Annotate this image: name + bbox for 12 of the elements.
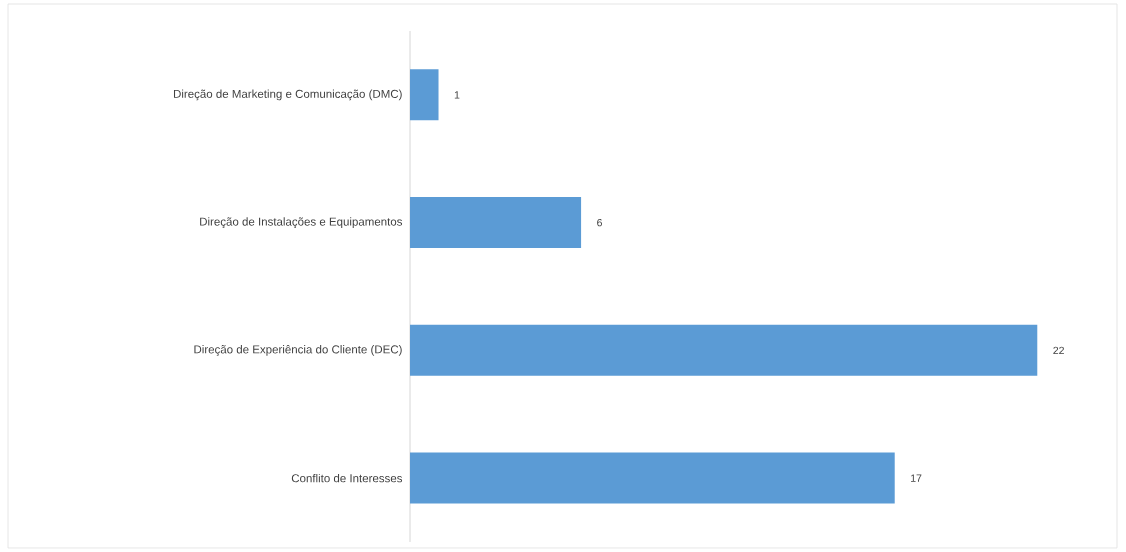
bar — [410, 197, 582, 249]
y-tick-label: Direção de Experiência do Cliente (DEC) — [194, 344, 402, 356]
bar — [410, 452, 895, 504]
data-label: 22 — [1053, 346, 1064, 355]
y-tick-label: Conflito de Interesses — [291, 473, 403, 483]
bar — [410, 324, 1038, 376]
y-tick-label: Direção de Instalações e Equipamentos — [200, 217, 403, 228]
y-tick-label: Direção de Marketing e Comunicação (DMC) — [173, 89, 402, 101]
data-label: 17 — [911, 474, 922, 482]
data-label: 1 — [454, 91, 460, 99]
data-label: 6 — [597, 218, 602, 227]
bar — [410, 69, 439, 121]
